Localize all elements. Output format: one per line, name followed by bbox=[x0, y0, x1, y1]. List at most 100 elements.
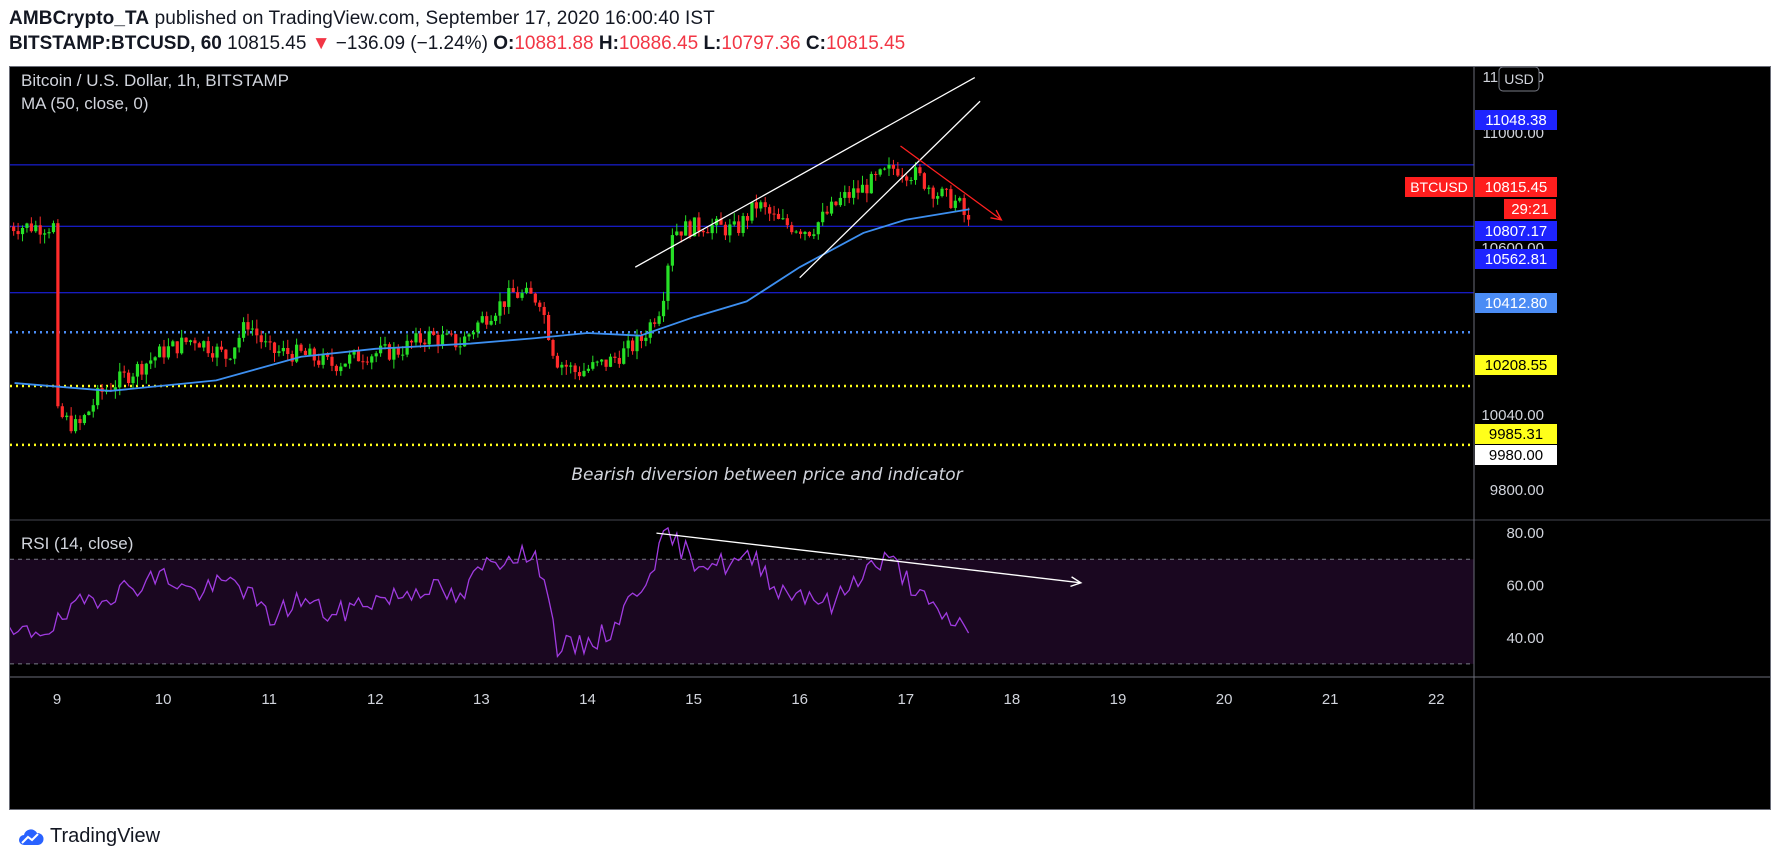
symbol-tag: BTCUSD bbox=[1410, 179, 1468, 195]
tradingview-brand[interactable]: TradingView bbox=[50, 825, 161, 847]
candle-body bbox=[43, 233, 47, 235]
candle-body bbox=[900, 175, 904, 177]
author-name[interactable]: AMBCrypto_TA bbox=[9, 8, 150, 29]
candle-body bbox=[759, 202, 763, 209]
x-tick-label: 13 bbox=[473, 691, 490, 708]
candle-body bbox=[821, 211, 825, 223]
candle-body bbox=[679, 231, 683, 236]
candle-body bbox=[661, 300, 666, 317]
legend-rsi: RSI (14, close) bbox=[21, 534, 133, 553]
price-level-label: 9980.00 bbox=[1489, 447, 1543, 464]
candle-body bbox=[476, 322, 480, 333]
candle-body bbox=[317, 360, 321, 365]
candle-body bbox=[905, 176, 909, 181]
candle-body bbox=[370, 356, 374, 363]
candle-body bbox=[153, 357, 157, 361]
candle-body bbox=[608, 356, 613, 367]
candle-body bbox=[34, 225, 38, 232]
ma50-line[interactable] bbox=[14, 208, 970, 392]
candle-body bbox=[162, 346, 166, 358]
candle-body bbox=[710, 225, 714, 234]
candle-body bbox=[754, 202, 758, 209]
price-label-box bbox=[1475, 249, 1557, 269]
rsi-trendline[interactable] bbox=[656, 532, 1081, 584]
x-tick-label: 22 bbox=[1428, 691, 1445, 708]
high-value: 10886.45 bbox=[618, 33, 699, 54]
rsi-line[interactable] bbox=[10, 526, 970, 659]
candle-body bbox=[869, 173, 873, 194]
rsi-tick-label: 40.00 bbox=[1506, 630, 1544, 647]
candle-body bbox=[440, 334, 445, 345]
x-tick-label: 15 bbox=[685, 691, 702, 708]
price-trendline[interactable] bbox=[799, 100, 981, 279]
candle-body bbox=[20, 227, 25, 235]
chart-frame[interactable]: 91011121314151617181920212211400.0011000… bbox=[9, 66, 1771, 810]
candle-body bbox=[516, 292, 520, 298]
price-trendline[interactable] bbox=[900, 145, 1002, 221]
candle-body bbox=[507, 288, 511, 307]
candle-body bbox=[949, 189, 953, 208]
chart-canvas[interactable]: 91011121314151617181920212211400.0011000… bbox=[10, 67, 1770, 809]
x-tick-label: 18 bbox=[1004, 691, 1021, 708]
candle-body bbox=[180, 337, 184, 354]
candle-body bbox=[467, 334, 471, 337]
candle-body bbox=[325, 353, 330, 357]
candle-body bbox=[135, 364, 140, 377]
candle-body bbox=[728, 224, 732, 236]
price-label-box bbox=[1475, 445, 1557, 465]
legend-ma: MA (50, close, 0) bbox=[21, 94, 149, 113]
candle-body bbox=[962, 198, 966, 215]
candle-body bbox=[772, 213, 776, 215]
candle-body bbox=[692, 217, 697, 237]
candle-body bbox=[255, 328, 259, 336]
candle-body bbox=[918, 167, 922, 174]
candle-body bbox=[816, 222, 820, 235]
candle-body bbox=[493, 315, 498, 321]
footer[interactable]: TradingView bbox=[18, 825, 160, 848]
candle-body bbox=[193, 340, 197, 344]
candle-body bbox=[409, 340, 414, 343]
candle-body bbox=[286, 347, 290, 355]
candle-body bbox=[520, 292, 524, 298]
candle-body bbox=[524, 287, 529, 293]
candle-body bbox=[454, 334, 458, 348]
last-price: 10815.45 bbox=[227, 33, 307, 54]
candle-body bbox=[308, 348, 312, 356]
x-tick-label: 16 bbox=[791, 691, 808, 708]
price-trendline[interactable] bbox=[634, 76, 976, 268]
candle-body bbox=[538, 302, 542, 307]
candle-body bbox=[635, 335, 639, 352]
candle-body bbox=[78, 419, 82, 424]
candle-body bbox=[502, 301, 506, 307]
candle-body bbox=[60, 406, 64, 418]
candle-body bbox=[586, 368, 590, 371]
candle-body bbox=[423, 342, 427, 345]
candle-body bbox=[639, 335, 644, 341]
candle-body bbox=[387, 344, 392, 360]
candle-body bbox=[264, 341, 268, 343]
candle-body bbox=[874, 173, 878, 175]
trendline-arrowhead bbox=[1070, 576, 1083, 588]
candle-body bbox=[913, 167, 918, 181]
candle-body bbox=[852, 188, 856, 198]
candle-body bbox=[569, 365, 573, 367]
candle-body bbox=[96, 388, 100, 406]
candle-body bbox=[127, 372, 131, 384]
candle-body bbox=[644, 337, 648, 341]
candle-body bbox=[684, 221, 688, 236]
candle-body bbox=[966, 214, 971, 220]
currency-button[interactable]: USD bbox=[1498, 67, 1540, 92]
candle-body bbox=[719, 218, 723, 225]
candle-body bbox=[343, 363, 347, 367]
candle-body bbox=[303, 350, 308, 356]
candle-body bbox=[922, 173, 926, 189]
candle-body bbox=[73, 419, 78, 432]
candle-body bbox=[471, 332, 476, 335]
change-arrow-icon: ▼ bbox=[311, 33, 331, 54]
tradingview-cloud-icon bbox=[18, 828, 44, 846]
candle-body bbox=[348, 354, 352, 364]
high-label: H: bbox=[598, 33, 619, 54]
candle-body bbox=[936, 196, 940, 199]
candle-body bbox=[723, 224, 728, 236]
candle-body bbox=[882, 168, 887, 170]
